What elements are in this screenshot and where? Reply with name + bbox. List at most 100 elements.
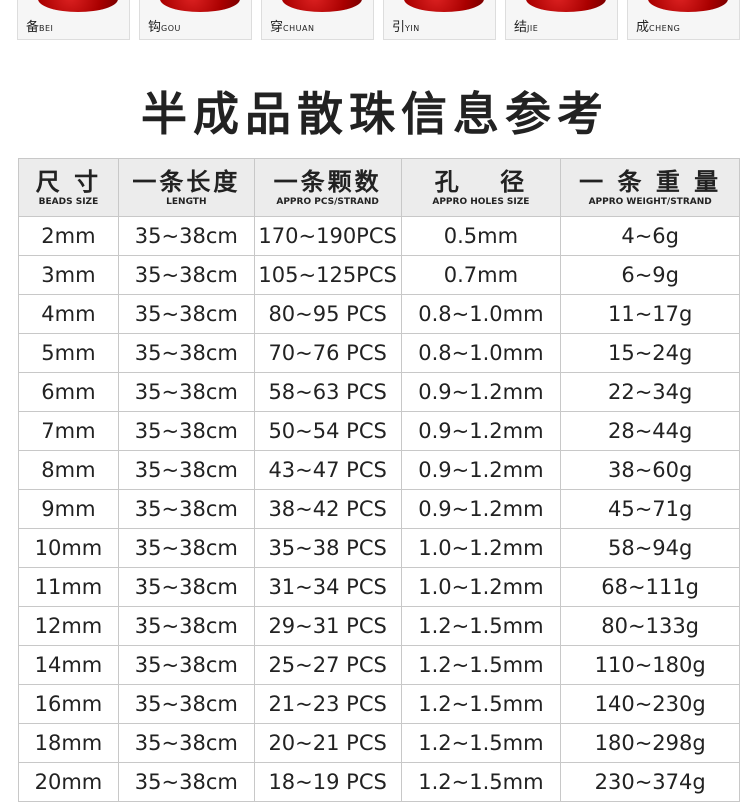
table-cell: 5mm xyxy=(18,333,119,373)
step-thumbnail: 结JIE xyxy=(505,0,618,40)
table-cell: 4mm xyxy=(18,294,119,334)
step-en: CHUAN xyxy=(283,24,315,33)
table-cell: 16mm xyxy=(18,684,119,724)
beads-image xyxy=(648,0,728,12)
table-cell: 21~23 PCS xyxy=(253,684,402,724)
step-thumbnail: 钩GOU xyxy=(139,0,252,40)
table-row: 11mm 35~38cm 31~34 PCS 1.0~1.2mm 68~111g xyxy=(18,567,740,607)
table-cell: 1.2~1.5mm xyxy=(400,645,562,685)
beads-image xyxy=(282,0,362,12)
table-row: 2mm 35~38cm 170~190PCS 0.5mm 4~6g xyxy=(18,216,740,256)
table-row: 9mm 35~38cm 38~42 PCS 0.9~1.2mm 45~71g xyxy=(18,489,740,529)
table-cell: 35~38cm xyxy=(117,567,255,607)
table-cell: 68~111g xyxy=(560,567,740,607)
table-cell: 22~34g xyxy=(560,372,740,412)
table-row: 3mm 35~38cm 105~125PCS 0.7mm 6~9g xyxy=(18,255,740,295)
step-thumbnail: 穿CHUAN xyxy=(261,0,374,40)
table-cell: 45~71g xyxy=(560,489,740,529)
header-en: APPRO WEIGHT/STRAND xyxy=(588,196,712,207)
table-cell: 50~54 PCS xyxy=(253,411,402,451)
table-cell: 1.2~1.5mm xyxy=(400,684,562,724)
table-cell: 2mm xyxy=(18,216,119,256)
step-cn: 结 xyxy=(514,20,528,35)
table-cell: 140~230g xyxy=(560,684,740,724)
table-cell: 35~38cm xyxy=(117,216,255,256)
process-steps: 备BEI 钩GOU 穿CHUAN 引YIN 结JIE 成CHENG xyxy=(17,0,740,40)
step-label: 成CHENG xyxy=(636,16,680,35)
table-cell: 0.8~1.0mm xyxy=(400,294,562,334)
header-en: APPRO HOLES SIZE xyxy=(432,196,530,207)
table-cell: 35~38cm xyxy=(117,723,255,763)
step-cn: 引 xyxy=(392,20,406,35)
table-cell: 35~38 PCS xyxy=(253,528,402,568)
beads-image xyxy=(526,0,606,12)
table-cell: 1.0~1.2mm xyxy=(400,567,562,607)
table-row: 6mm 35~38cm 58~63 PCS 0.9~1.2mm 22~34g xyxy=(18,372,740,412)
step-label: 穿CHUAN xyxy=(270,16,314,35)
table-row: 16mm 35~38cm 21~23 PCS 1.2~1.5mm 140~230g xyxy=(18,684,740,724)
table-cell: 0.9~1.2mm xyxy=(400,411,562,451)
table-cell: 7mm xyxy=(18,411,119,451)
table-cell: 20mm xyxy=(18,762,119,802)
step-thumbnail: 引YIN xyxy=(383,0,496,40)
table-cell: 35~38cm xyxy=(117,606,255,646)
table-cell: 80~95 PCS xyxy=(253,294,402,334)
table-cell: 0.9~1.2mm xyxy=(400,489,562,529)
table-cell: 38~60g xyxy=(560,450,740,490)
column-header: 一条颗数 APPRO PCS/STRAND xyxy=(253,158,402,217)
beads-image xyxy=(38,0,118,12)
table-cell: 70~76 PCS xyxy=(253,333,402,373)
table-cell: 11~17g xyxy=(560,294,740,334)
column-header: 一条长度 LENGTH xyxy=(117,158,255,217)
step-cn: 成 xyxy=(636,20,650,35)
table-cell: 18mm xyxy=(18,723,119,763)
table-row: 12mm 35~38cm 29~31 PCS 1.2~1.5mm 80~133g xyxy=(18,606,740,646)
page-title: 半成品散珠信息参考 xyxy=(141,87,609,141)
table-cell: 6mm xyxy=(18,372,119,412)
table-cell: 11mm xyxy=(18,567,119,607)
table-cell: 12mm xyxy=(18,606,119,646)
column-header: 尺 寸 BEADS SIZE xyxy=(18,158,119,217)
table-cell: 0.9~1.2mm xyxy=(400,372,562,412)
table-cell: 0.8~1.0mm xyxy=(400,333,562,373)
table-cell: 4~6g xyxy=(560,216,740,256)
table-cell: 18~19 PCS xyxy=(253,762,402,802)
table-cell: 1.2~1.5mm xyxy=(400,606,562,646)
table-cell: 35~38cm xyxy=(117,411,255,451)
header-en: APPRO PCS/STRAND xyxy=(276,196,379,207)
beads-image xyxy=(404,0,484,12)
step-en: GOU xyxy=(161,24,181,33)
step-en: BEI xyxy=(39,24,54,33)
table-cell: 35~38cm xyxy=(117,450,255,490)
table-cell: 35~38cm xyxy=(117,372,255,412)
bead-info-table: 尺 寸 BEADS SIZE 一条长度 LENGTH 一条颗数 APPRO PCS/STR… xyxy=(18,158,740,802)
header-cn: 孔 径 xyxy=(434,167,528,196)
table-cell: 31~34 PCS xyxy=(253,567,402,607)
table-cell: 10mm xyxy=(18,528,119,568)
step-cn: 备 xyxy=(26,20,40,35)
column-header: 一 条 重 量 APPRO WEIGHT/STRAND xyxy=(560,158,740,217)
beads-image xyxy=(160,0,240,12)
table-cell: 43~47 PCS xyxy=(253,450,402,490)
table-cell: 105~125PCS xyxy=(253,255,402,295)
step-label: 引YIN xyxy=(392,16,420,35)
table-cell: 6~9g xyxy=(560,255,740,295)
table-cell: 9mm xyxy=(18,489,119,529)
table-cell: 35~38cm xyxy=(117,255,255,295)
header-cn: 一 条 重 量 xyxy=(579,167,722,196)
table-cell: 38~42 PCS xyxy=(253,489,402,529)
table-cell: 25~27 PCS xyxy=(253,645,402,685)
table-row: 7mm 35~38cm 50~54 PCS 0.9~1.2mm 28~44g xyxy=(18,411,740,451)
table-cell: 110~180g xyxy=(560,645,740,685)
table-cell: 35~38cm xyxy=(117,489,255,529)
table-cell: 3mm xyxy=(18,255,119,295)
table-cell: 35~38cm xyxy=(117,762,255,802)
step-label: 备BEI xyxy=(26,16,53,35)
step-cn: 穿 xyxy=(270,20,284,35)
table-cell: 28~44g xyxy=(560,411,740,451)
table-cell: 35~38cm xyxy=(117,294,255,334)
table-cell: 58~63 PCS xyxy=(253,372,402,412)
table-cell: 35~38cm xyxy=(117,528,255,568)
step-label: 结JIE xyxy=(514,16,538,35)
table-row: 18mm 35~38cm 20~21 PCS 1.2~1.5mm 180~298g xyxy=(18,723,740,763)
